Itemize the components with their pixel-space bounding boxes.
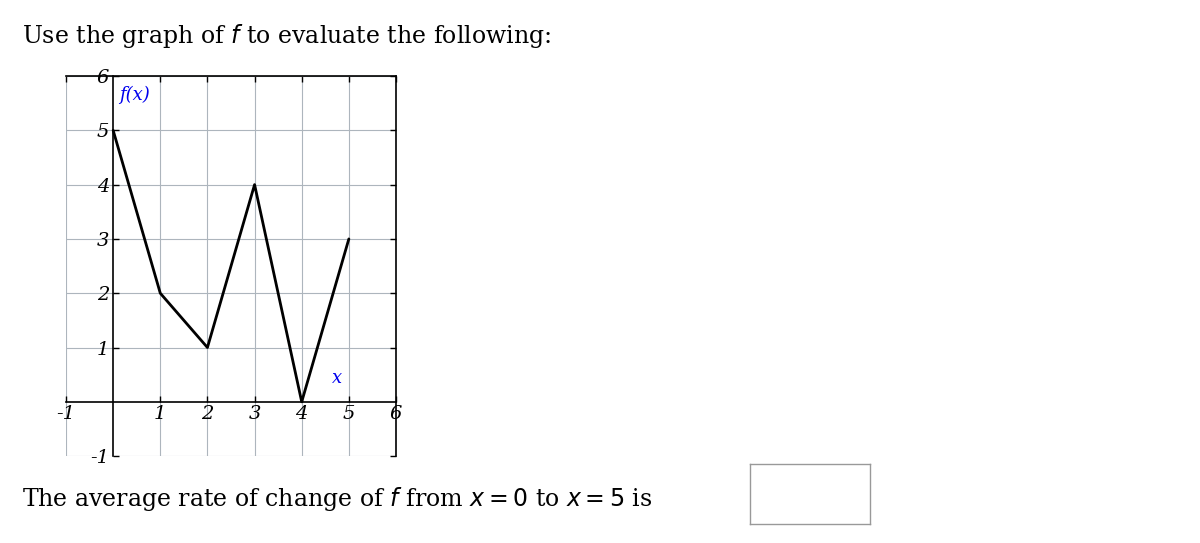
Text: Use the graph of $f$ to evaluate the following:: Use the graph of $f$ to evaluate the fol… <box>22 22 551 50</box>
Text: The average rate of change of $f$ from $x = 0$ to $x = 5$ is: The average rate of change of $f$ from $… <box>22 485 652 513</box>
Text: f(x): f(x) <box>119 86 150 104</box>
Text: x: x <box>332 369 342 387</box>
